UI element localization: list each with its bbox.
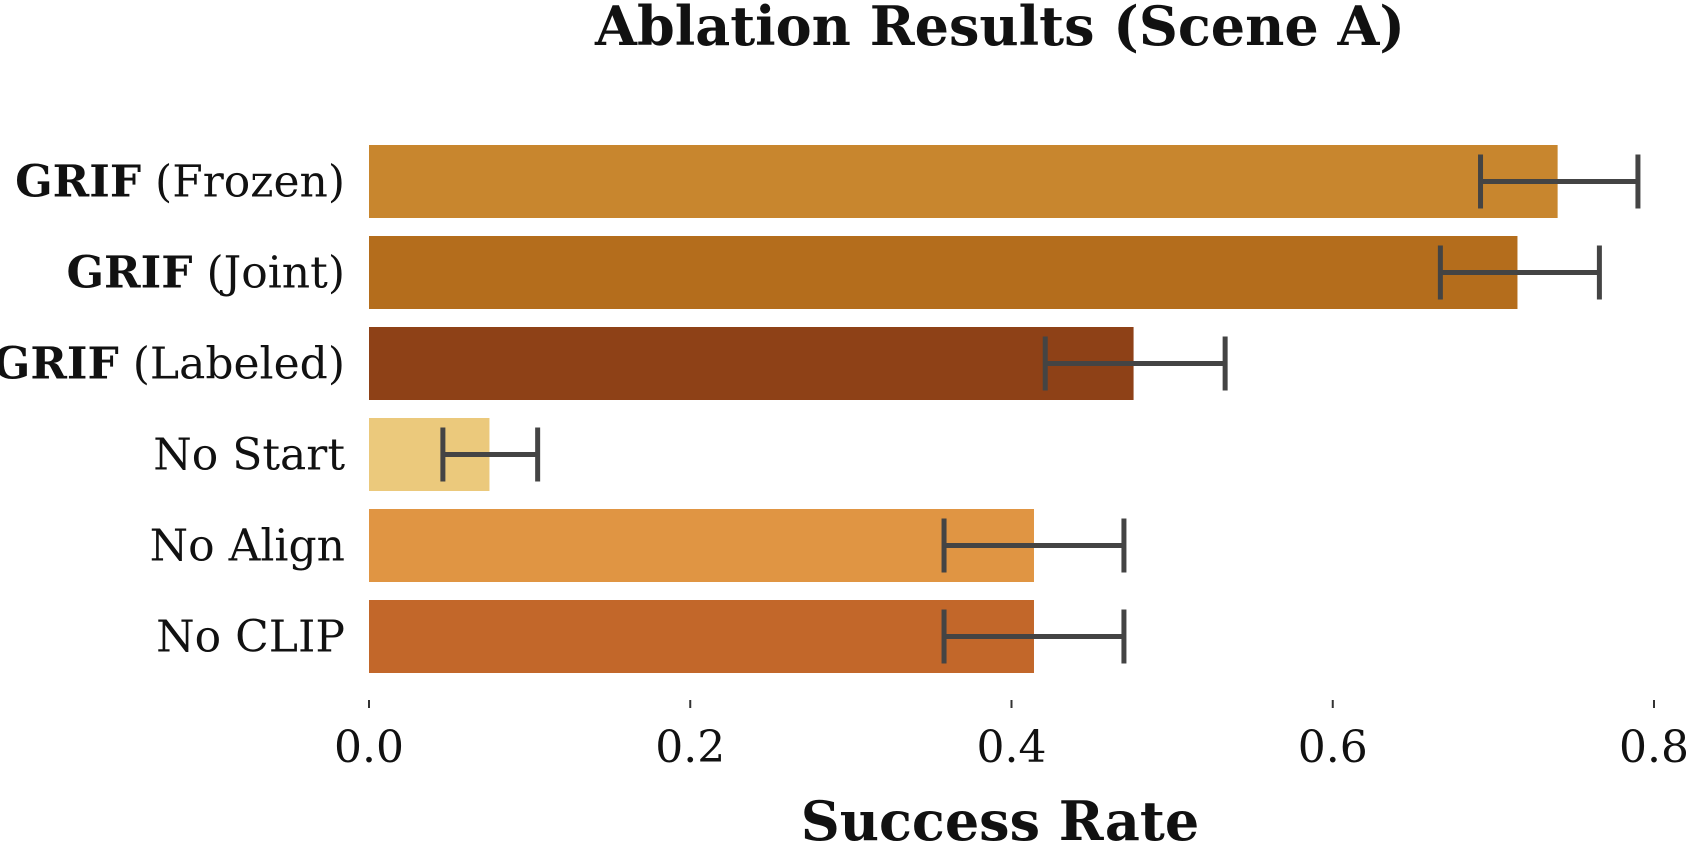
bar (369, 509, 1034, 582)
category-label-text: No Align (150, 521, 345, 572)
x-axis-label: Success Rate (801, 789, 1199, 853)
category-label: GRIF (Frozen) (15, 157, 345, 208)
category-label-text: (Frozen) (141, 157, 345, 208)
bars-layer (369, 145, 1558, 673)
error-bar (440, 427, 541, 482)
x-tick-label: 0.4 (977, 722, 1047, 773)
x-tick-label: 0.2 (655, 722, 725, 773)
x-axis: 0.0 0.2 0.4 0.6 0.8 (334, 700, 1686, 773)
x-tick-label: 0.0 (334, 722, 404, 773)
bar (369, 327, 1134, 400)
error-bars-layer (440, 154, 1641, 664)
category-label: GRIF (Joint) (66, 248, 345, 299)
error-bar (941, 518, 1127, 573)
category-label: GRIF (Labeled) (0, 339, 345, 390)
error-bar (1042, 336, 1228, 391)
category-labels: GRIF (Frozen)GRIF (Joint)GRIF (Labeled)N… (0, 157, 345, 663)
chart-title: Ablation Results (Scene A) (594, 0, 1405, 58)
x-tick-label: 0.6 (1298, 722, 1368, 773)
bar (369, 600, 1034, 673)
category-label-text: (Labeled) (119, 339, 345, 390)
error-bar (1478, 154, 1641, 209)
category-label-text: (Joint) (192, 248, 345, 299)
category-label-text: No CLIP (156, 612, 345, 663)
error-bar (1437, 245, 1602, 300)
category-label-bold: GRIF (15, 157, 141, 208)
x-tick-label: 0.8 (1619, 722, 1686, 773)
category-label: No Start (153, 430, 345, 481)
bar (369, 236, 1518, 309)
category-label: No CLIP (156, 612, 345, 663)
category-label-bold: GRIF (66, 248, 192, 299)
error-bar (941, 609, 1127, 664)
category-label: No Align (150, 521, 345, 572)
category-label-bold: GRIF (0, 339, 119, 390)
bar (369, 145, 1558, 218)
category-label-text: No Start (153, 430, 345, 481)
